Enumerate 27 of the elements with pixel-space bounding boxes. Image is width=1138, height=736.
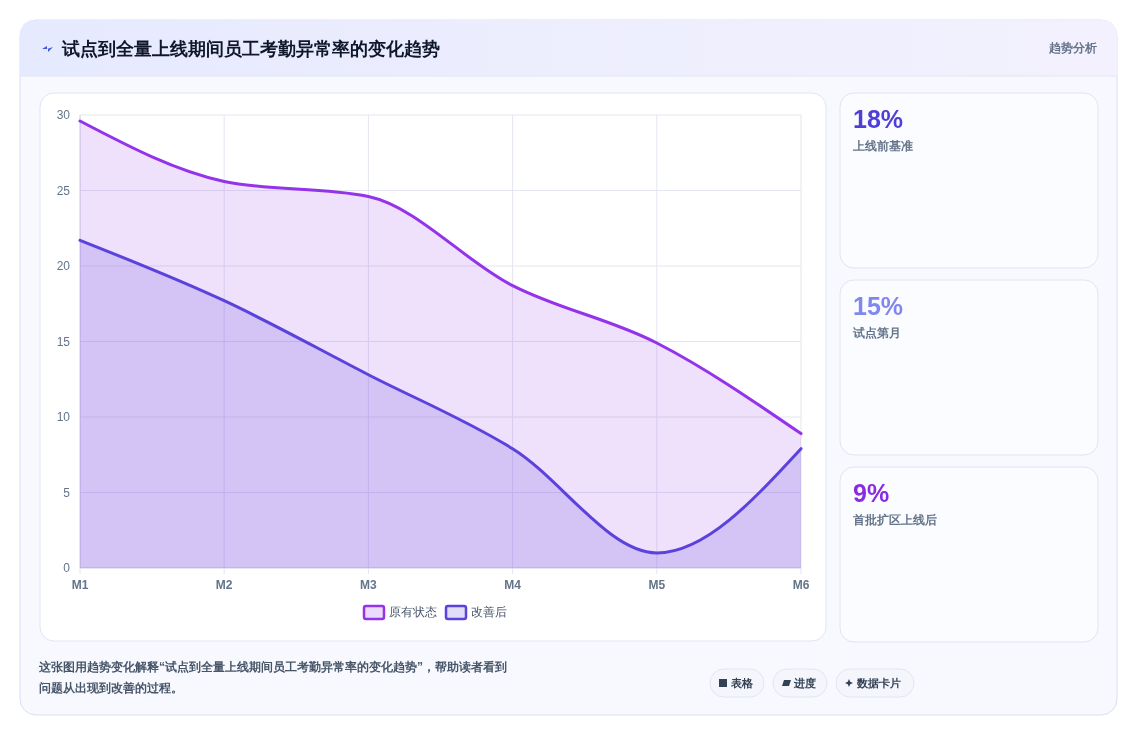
y-tick-label: 25 [56,183,71,198]
text: 18% [853,105,904,133]
y-tick-label: 20 [56,259,71,274]
text: 这张图用趋势变化解释“试点到全量上线期间员工考勤异常率的变化趋势”，帮助读者看到问题从出现到改善的过程。 [38,660,507,696]
y-tick-label: 15 [56,334,71,349]
x-tick-label: M1 [71,578,89,593]
y-tick-label: 10 [56,410,71,425]
y-tick-label: 0 [63,561,71,576]
x-tick-label: M5 [648,578,666,593]
y-tick-label: 5 [63,485,71,500]
x-tick-label: M4 [504,578,522,593]
text: 进度 [793,676,816,689]
legend-label: 原有状态 [389,605,437,620]
text: 趋势分析 [1048,41,1097,56]
x-tick-label: M2 [215,578,233,593]
text: 9% [853,479,890,507]
text: 上线前基准 [852,139,913,153]
text: 数据卡片 [856,676,901,689]
chart-title: 试点到全量上线期间员工考勤异常率的变化趋势 [61,39,440,60]
y-tick-label: 30 [56,108,71,123]
text: 表格 [730,676,754,689]
legend-label: 改善后 [471,605,507,620]
text: 15% [853,292,904,320]
x-tick-label: M6 [792,578,810,593]
text: 首批扩区上线后 [852,513,937,527]
text: 试点第月 [852,326,901,340]
x-tick-label: M3 [360,578,378,593]
